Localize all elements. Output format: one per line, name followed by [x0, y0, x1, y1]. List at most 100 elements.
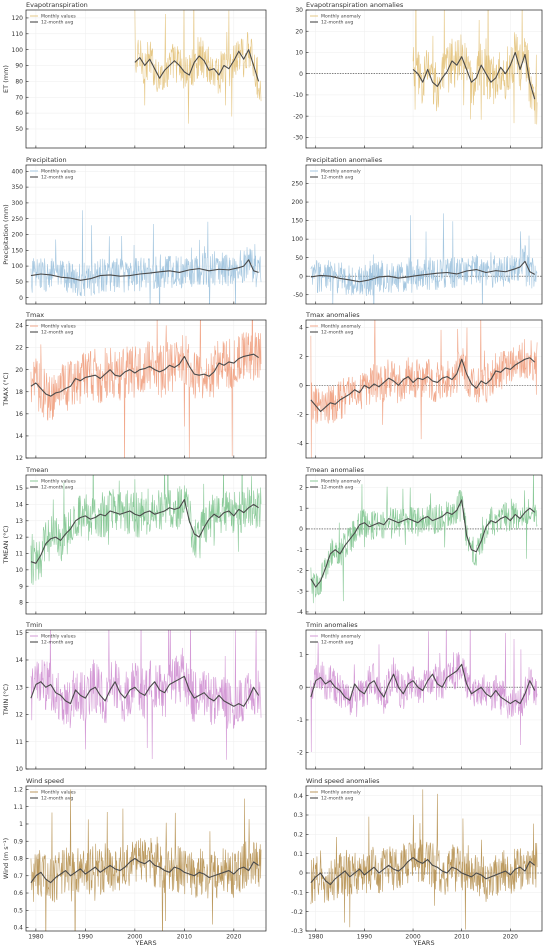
plot-frame — [25, 629, 267, 770]
y-axis-label: TMIN (°C) — [2, 684, 10, 716]
panel-4: -50 0 50 100 150 200 250 Precipitation anomalie… — [292, 156, 543, 305]
y-tick-label: 0 — [299, 273, 303, 280]
panel-10: -2 -1 0 1 Tmin anomalies Monthly anomaly12-mo… — [297, 621, 543, 770]
y-tick-label: 9 — [19, 583, 23, 590]
panel-title: Wind speed — [26, 777, 64, 785]
legend-label-monthly: Monthly anomaly — [321, 479, 361, 485]
monthly-series-line — [310, 320, 538, 458]
panel-title: Evapotranspiration — [26, 1, 88, 9]
y-tick-label: 150 — [292, 218, 304, 225]
x-tick-label: 1980 — [28, 934, 43, 941]
y-tick-label: 0.9 — [13, 838, 23, 845]
y-tick-label: 70 — [15, 94, 23, 101]
panel-title: Evapotranspiration anomalies — [306, 1, 404, 9]
y-tick-label: 10 — [15, 766, 23, 773]
y-tick-label: 100 — [12, 47, 24, 54]
panel-12: -0.3 -0.2 -0.1 0 0.1 0.2 0.3 0.4 1980 1990 2000 201… — [291, 777, 543, 946]
y-tick-label: 80 — [15, 78, 23, 85]
y-tick-label: 1 — [299, 652, 303, 659]
y-tick-label: 0.2 — [293, 831, 303, 838]
x-axis-label: YEARS — [412, 939, 434, 946]
monthly-series-line — [30, 789, 262, 931]
y-tick-label: -2 — [297, 568, 303, 575]
y-tick-label: 0.7 — [13, 873, 23, 880]
legend-label-avg: 12-month avg — [41, 796, 73, 802]
monthly-series-line — [30, 475, 262, 585]
x-tick-label: 2010 — [454, 934, 469, 941]
legend-label-monthly: Monthly values — [41, 14, 76, 20]
y-tick-label: 1.1 — [13, 804, 23, 811]
legend-label-avg: 12-month avg — [321, 330, 353, 336]
plot-frame — [25, 474, 267, 615]
y-tick-label: 2 — [299, 485, 303, 492]
y-tick-label: 0 — [299, 382, 303, 389]
x-tick-label: 2020 — [503, 934, 518, 941]
panel-11: 0.4 0.5 0.6 0.7 0.8 0.9 1 1.1 1.2 1980 1990 2000 201… — [2, 777, 267, 946]
y-tick-label: 60 — [15, 110, 23, 117]
y-tick-label: 0.5 — [13, 907, 23, 914]
y-tick-label: 12 — [15, 534, 23, 541]
y-tick-label: 200 — [12, 232, 24, 239]
x-tick-label: 2000 — [127, 934, 142, 941]
legend-label-avg: 12-month avg — [321, 485, 353, 491]
y-tick-label: 15 — [15, 630, 23, 637]
y-tick-label: -3 — [297, 588, 303, 595]
avg-series-line — [30, 353, 259, 397]
plot-frame — [305, 474, 543, 615]
legend-label-avg: 12-month avg — [321, 20, 353, 26]
plot-frame — [25, 319, 267, 459]
avg-series-line — [310, 499, 536, 588]
x-axis-label: YEARS — [134, 939, 156, 946]
y-tick-label: -0.2 — [291, 909, 303, 916]
y-tick-label: -20 — [293, 113, 303, 120]
y-tick-label: -2 — [297, 750, 303, 757]
y-tick-label: -0.3 — [291, 928, 303, 935]
legend-label-monthly: Monthly values — [41, 634, 76, 640]
y-tick-label: 1 — [19, 821, 23, 828]
panel-8: -4 -3 -2 -1 0 1 2 Tmean anomalies Monthly anomal… — [297, 466, 543, 616]
y-tick-label: 13 — [15, 518, 23, 525]
y-tick-label: 200 — [292, 199, 304, 206]
y-tick-label: 10 — [15, 567, 23, 574]
legend-label-avg: 12-month avg — [321, 640, 353, 646]
y-tick-label: 11 — [15, 551, 23, 558]
y-tick-label: -2 — [297, 412, 303, 419]
avg-series-line — [30, 259, 259, 281]
legend-label-avg: 12-month avg — [41, 175, 73, 181]
panel-title: Tmin — [25, 621, 42, 629]
y-tick-label: 400 — [12, 168, 24, 175]
legend-label-monthly: Monthly anomaly — [321, 324, 361, 330]
y-tick-label: 13 — [15, 684, 23, 691]
y-tick-label: -4 — [297, 441, 303, 448]
y-axis-label: TMEAN (°C) — [2, 526, 10, 565]
y-tick-label: 0 — [299, 526, 303, 533]
y-tick-label: 20 — [15, 367, 23, 374]
y-tick-label: 1.2 — [13, 787, 23, 794]
y-tick-label: 110 — [12, 31, 24, 38]
y-tick-label: 1 — [299, 505, 303, 512]
y-tick-label: 0.8 — [13, 856, 23, 863]
y-tick-label: 0.1 — [293, 851, 303, 858]
y-tick-label: 90 — [15, 63, 23, 70]
avg-series-line — [412, 51, 536, 100]
y-tick-label: -1 — [297, 547, 303, 554]
legend-label-monthly: Monthly anomaly — [321, 634, 361, 640]
plot-frame — [305, 629, 543, 770]
y-tick-label: 16 — [15, 411, 23, 418]
y-tick-label: 0 — [19, 295, 23, 302]
legend-label-monthly: Monthly anomaly — [321, 169, 361, 175]
avg-series-line — [310, 663, 536, 705]
y-tick-label: 0.3 — [293, 812, 303, 819]
y-tick-label: 8 — [19, 600, 23, 607]
y-tick-label: 100 — [12, 263, 24, 270]
y-tick-label: -10 — [293, 92, 303, 99]
legend-label-avg: 12-month avg — [41, 640, 73, 646]
y-tick-label: 120 — [12, 15, 24, 22]
monthly-series-line — [134, 10, 262, 124]
y-tick-label: 30 — [295, 7, 303, 14]
legend-label-monthly: Monthly values — [41, 479, 76, 485]
avg-series-line — [310, 260, 535, 283]
panel-7: 8 9 10 11 12 13 14 15 Tmean TMEAN (°C) Monthly val… — [2, 466, 267, 615]
